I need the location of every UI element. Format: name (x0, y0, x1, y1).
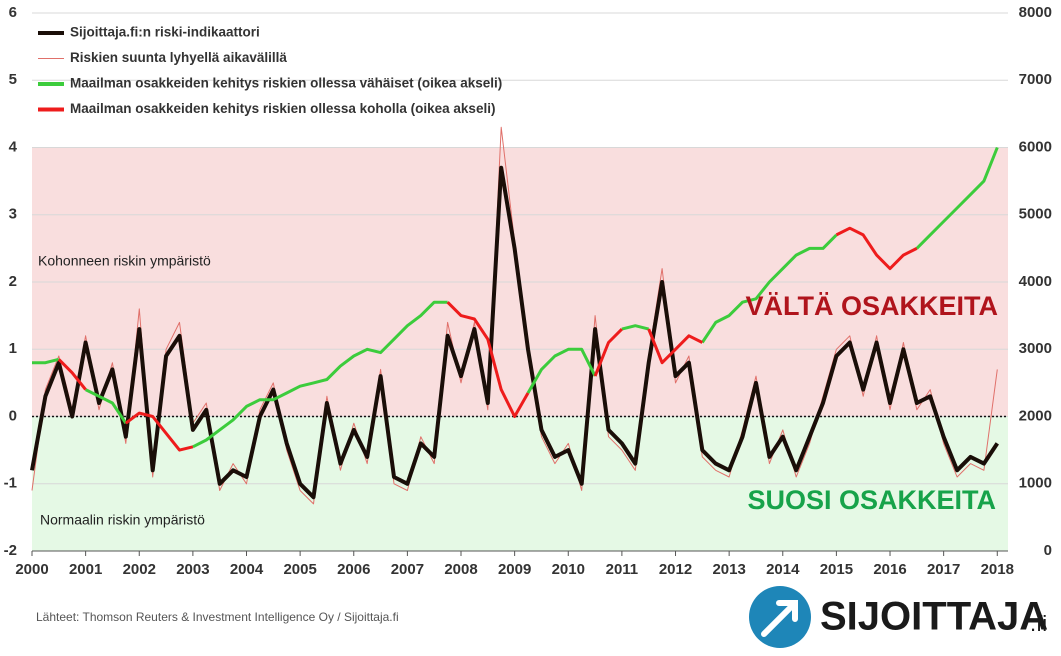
logo-suffix: .fi (1030, 611, 1047, 636)
legend-label: Riskien suunta lyhyellä aikavälillä (70, 50, 287, 65)
x-tick-label: 2014 (766, 561, 800, 578)
source: Lähteet: Thomson Reuters & Investment In… (36, 610, 399, 624)
x-tick-label: 2001 (69, 561, 102, 578)
legend-label: Maailman osakkeiden kehitys riskien olle… (70, 101, 495, 116)
legend-label: Sijoittaja.fi:n riski-indikaattori (70, 25, 260, 40)
y2-tick-label: 7000 (1019, 71, 1052, 88)
x-tick-label: 2003 (176, 561, 209, 578)
y2-tick-label: 8000 (1019, 4, 1052, 21)
y-tick-label: 5 (9, 71, 17, 88)
y-tick-label: 4 (9, 138, 18, 155)
x-tick-label: 2008 (444, 561, 477, 578)
legend-label: Maailman osakkeiden kehitys riskien olle… (70, 76, 502, 91)
y-tick-label: -1 (4, 475, 17, 492)
y2-tick-label: 1000 (1019, 475, 1052, 492)
y2-tick-label: 4000 (1019, 273, 1052, 290)
plot-area: -2 -1 0 1 2 3 4 5 6 0 1000 2000 3000 4000 5000 6000 7000… (4, 4, 1052, 578)
y2-tick-label: 0 (1044, 542, 1052, 559)
series-line (57, 226, 918, 452)
x-tick-label: 2012 (659, 561, 692, 578)
x-tick-label: 2004 (230, 561, 264, 578)
x-tick-label: 2006 (337, 561, 370, 578)
y-tick-label: 0 (9, 407, 17, 424)
series-line (30, 165, 999, 500)
series-line (32, 146, 999, 449)
logo-arrow (761, 600, 798, 637)
y2-tick-label: 3000 (1019, 340, 1052, 357)
x-tick-label: 2009 (498, 561, 531, 578)
y-tick-label: 1 (9, 340, 17, 357)
zone-label: Kohonneen riskin ympäristö (38, 253, 211, 269)
x-tick-label: 2005 (283, 561, 316, 578)
logo-name: SIJOITTAJA (820, 595, 1048, 639)
x-tick-label: 2002 (123, 561, 156, 578)
y-tick-label: 3 (9, 206, 17, 223)
y-tick-label: -2 (4, 542, 17, 559)
x-tick-label: 2015 (820, 561, 853, 578)
y-tick-label: 6 (9, 4, 17, 21)
x-tick-label: 2018 (981, 561, 1014, 578)
favor-label: SUOSI OSAKKEITA (747, 485, 996, 515)
avoid-label: VÄLTÄ OSAKKEITA (746, 291, 999, 321)
x-tick-label: 2010 (552, 561, 585, 578)
x-tick-label: 2011 (606, 561, 639, 578)
y2-tick-label: 5000 (1019, 206, 1052, 223)
x-tick-label: 2013 (712, 561, 745, 578)
y2-tick-label: 6000 (1019, 138, 1052, 155)
logo: SIJOITTAJA .fi (749, 586, 1048, 648)
zone-label: Normaalin riskin ympäristö (40, 512, 205, 528)
y2-tick-label: 2000 (1019, 407, 1052, 424)
x-tick-label: 2000 (15, 561, 48, 578)
y-tick-label: 2 (9, 273, 17, 290)
x-tick-label: 2016 (873, 561, 906, 578)
x-tick-label: 2007 (391, 561, 424, 578)
x-tick-label: 2017 (927, 561, 960, 578)
